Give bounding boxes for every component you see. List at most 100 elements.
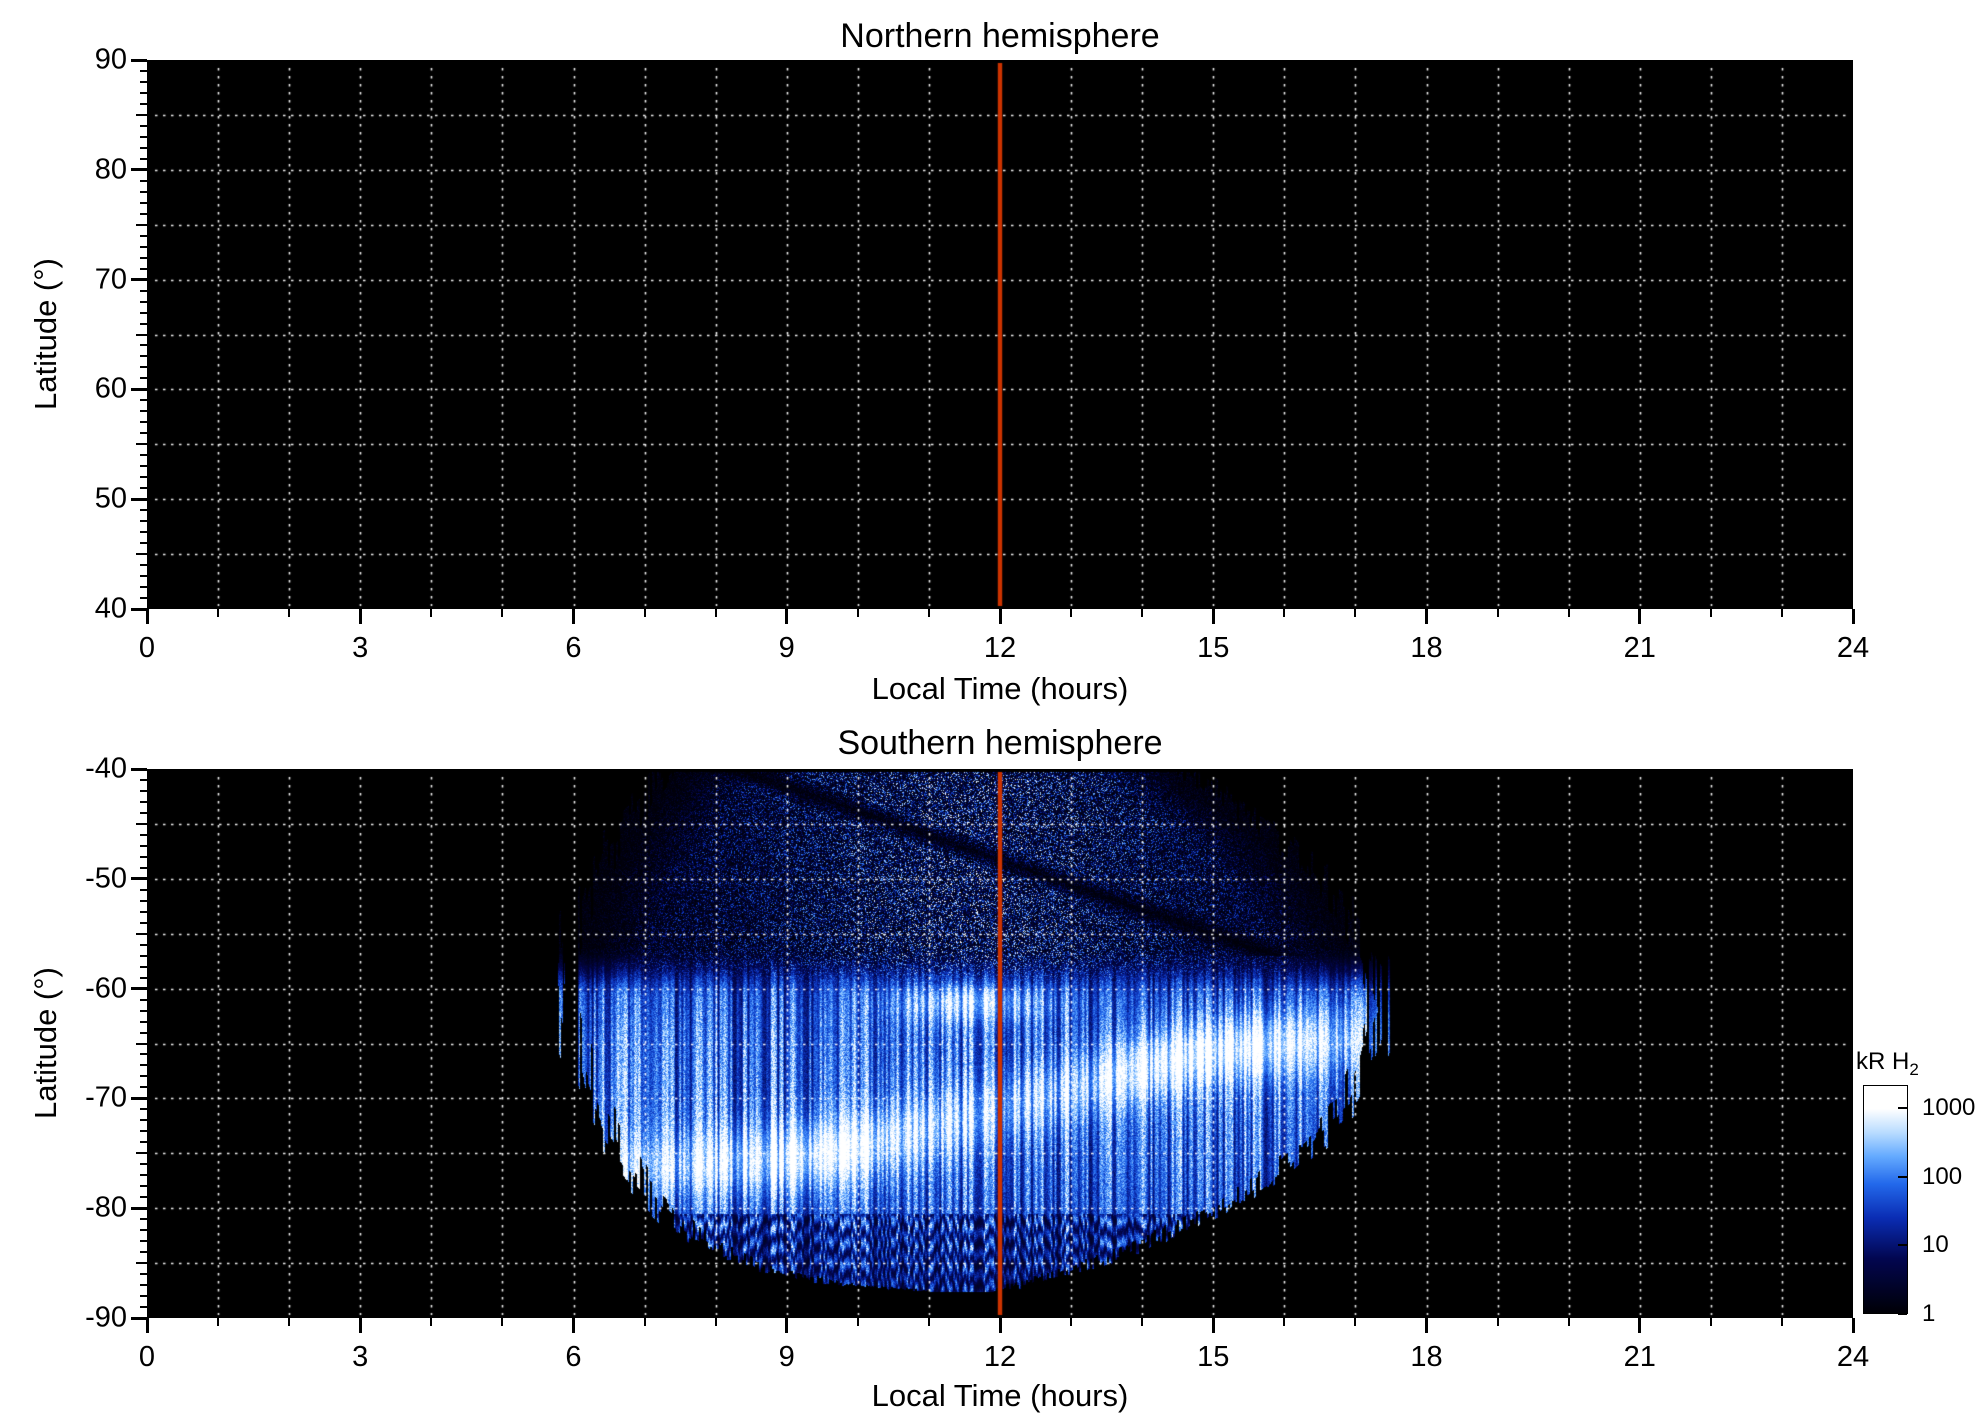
y-tick-mark (140, 921, 147, 924)
y-tick-mark (136, 113, 147, 116)
x-tick-mark (1141, 1318, 1144, 1326)
y-tick-mark (131, 168, 147, 172)
x-tick-mark (1638, 1318, 1642, 1333)
x-tick-mark (1709, 1318, 1712, 1326)
x-tick-mark (714, 609, 717, 617)
x-tick-mark (1851, 609, 1855, 624)
north-heatmap-canvas (147, 60, 1853, 609)
y-tick-mark (140, 454, 147, 457)
colorbar-tick-label: 1000 (1922, 1093, 1976, 1121)
y-tick-mark (136, 553, 147, 556)
north-panel-title: Northern hemisphere (840, 17, 1160, 55)
x-tick-mark (1354, 609, 1357, 617)
y-tick-mark (140, 1218, 147, 1221)
x-tick-mark (572, 609, 575, 624)
y-tick-mark (140, 542, 147, 545)
colorbar-tick-mark (1898, 1106, 1907, 1109)
x-tick-label: 15 (1197, 1341, 1230, 1373)
y-tick-mark (140, 1306, 147, 1309)
y-tick-label: -90 (85, 1301, 127, 1334)
y-tick-mark (140, 245, 147, 248)
y-tick-mark (140, 212, 147, 215)
y-tick-mark (131, 1096, 147, 1100)
y-tick-mark (140, 1009, 147, 1012)
south-x-axis-label: Local Time (hours) (871, 1378, 1129, 1413)
x-tick-mark (1709, 609, 1712, 617)
x-tick-mark (714, 1318, 717, 1326)
y-tick-label: 80 (94, 153, 127, 186)
y-tick-mark (140, 866, 147, 869)
x-tick-mark (1211, 609, 1215, 624)
x-tick-label: 9 (778, 1341, 795, 1373)
colorbar-unit-subscript: 2 (1909, 1059, 1919, 1079)
x-tick-label: 12 (983, 1341, 1017, 1373)
y-tick-label: 50 (94, 482, 127, 515)
south-panel-title: Southern hemisphere (837, 724, 1163, 762)
y-tick-label: -50 (85, 862, 127, 895)
y-tick-mark (140, 1130, 147, 1133)
y-tick-mark (140, 1240, 147, 1243)
y-tick-mark (136, 443, 147, 446)
x-tick-label: 6 (565, 1341, 582, 1373)
y-tick-mark (140, 1108, 147, 1111)
y-tick-mark (140, 586, 147, 589)
y-tick-mark (131, 987, 147, 991)
x-tick-label: 18 (1410, 1341, 1443, 1373)
x-tick-mark (1425, 1318, 1428, 1333)
y-tick-mark (140, 1053, 147, 1056)
y-tick-mark (140, 1295, 147, 1298)
y-tick-mark (140, 124, 147, 127)
y-tick-mark (140, 844, 147, 847)
y-tick-mark (136, 223, 147, 226)
y-tick-mark (136, 333, 147, 336)
y-tick-mark (140, 399, 147, 402)
y-tick-mark (140, 1196, 147, 1199)
south-heatmap-canvas (147, 769, 1853, 1318)
colorbar-tick-mark (1898, 1313, 1907, 1315)
y-tick-mark (140, 789, 147, 792)
y-tick-mark (140, 135, 147, 138)
x-tick-mark (1567, 609, 1570, 617)
y-tick-mark (140, 778, 147, 781)
x-tick-mark (643, 609, 646, 617)
x-tick-label: 6 (565, 632, 582, 664)
x-tick-mark (1496, 609, 1499, 617)
x-tick-mark (1567, 1318, 1570, 1326)
colorbar-gradient (1863, 1085, 1908, 1314)
y-tick-label: -60 (85, 972, 127, 1005)
y-tick-mark (140, 1119, 147, 1122)
colorbar-unit-label: kR H2 (1856, 1048, 1919, 1084)
y-tick-mark (140, 179, 147, 182)
x-tick-mark (572, 1318, 575, 1333)
y-tick-label: 40 (94, 592, 127, 625)
y-tick-mark (140, 377, 147, 380)
x-tick-label: 0 (138, 632, 156, 664)
x-tick-mark (1425, 609, 1428, 624)
x-tick-mark (1354, 1318, 1357, 1326)
y-tick-mark (131, 877, 147, 881)
y-tick-label: -70 (85, 1081, 127, 1114)
x-tick-label: 3 (352, 1341, 369, 1373)
y-tick-mark (140, 300, 147, 303)
y-tick-mark (131, 58, 147, 62)
y-tick-mark (140, 1141, 147, 1144)
x-tick-label: 0 (138, 1341, 156, 1373)
x-tick-mark (927, 1318, 930, 1326)
x-tick-mark (358, 609, 362, 624)
x-tick-label: 15 (1197, 632, 1230, 664)
y-tick-mark (136, 822, 147, 825)
x-tick-mark (785, 609, 789, 624)
y-tick-mark (140, 1031, 147, 1034)
y-tick-mark (136, 1042, 147, 1045)
colorbar-tick-label: 1 (1922, 1300, 1936, 1327)
y-tick-label: 60 (94, 372, 127, 405)
x-tick-mark (927, 609, 930, 617)
y-tick-mark (140, 344, 147, 347)
x-tick-mark (145, 609, 149, 624)
y-tick-mark (131, 387, 147, 391)
y-tick-mark (131, 767, 147, 771)
y-tick-mark (140, 410, 147, 413)
colorbar-tick-mark (1898, 1175, 1907, 1178)
y-tick-mark (140, 289, 147, 292)
y-tick-mark (140, 1064, 147, 1067)
